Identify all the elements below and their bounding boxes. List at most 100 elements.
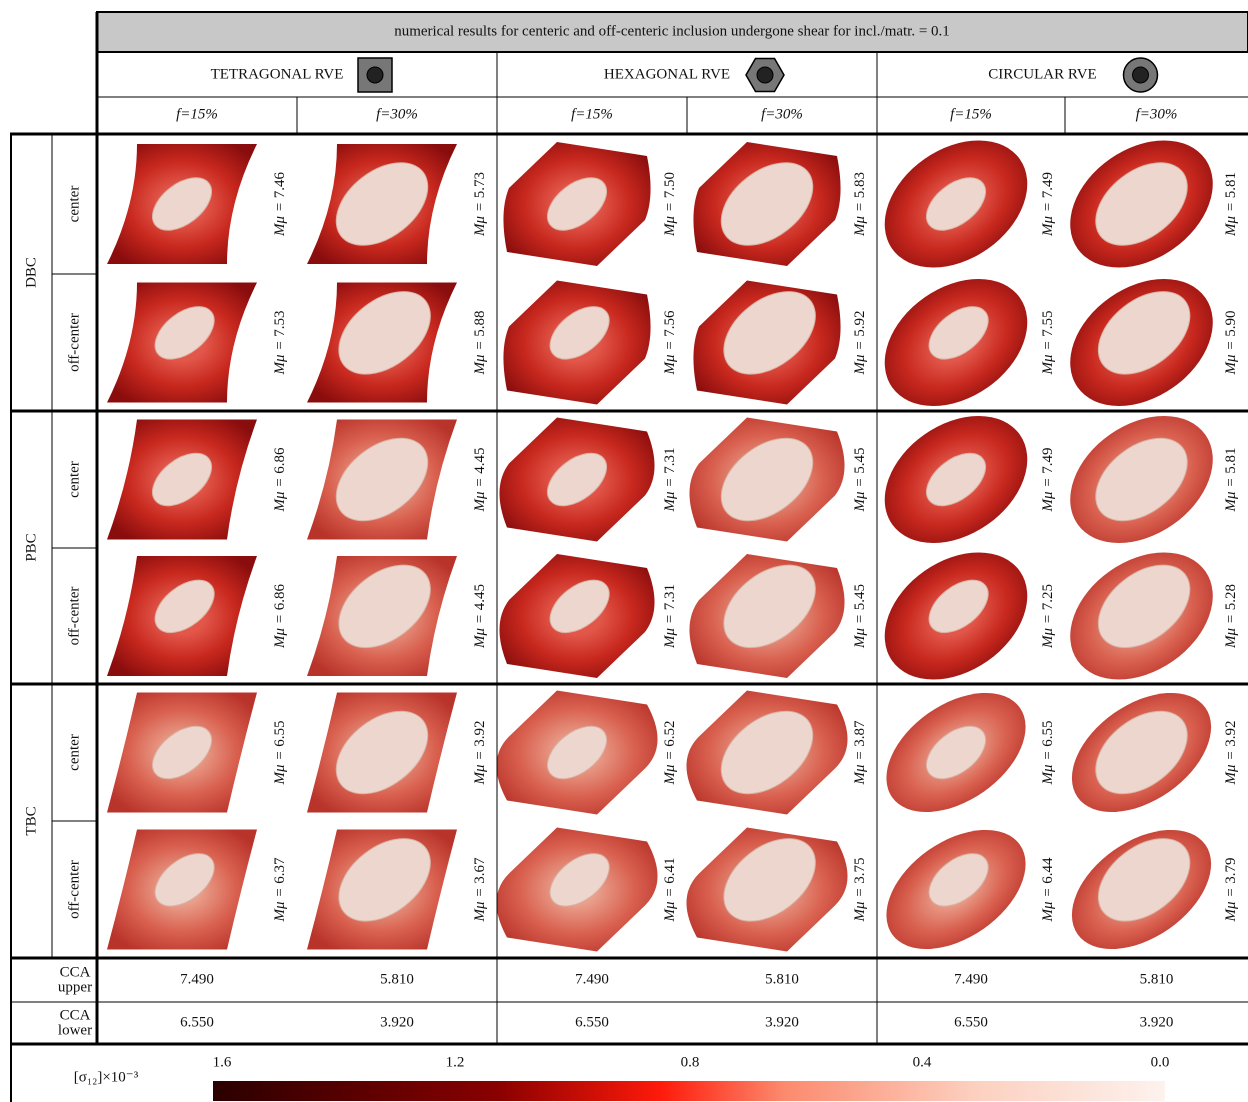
inclusion [338,838,431,922]
colorbar-tick: 1.2 [446,1054,465,1070]
rve-field [689,554,845,678]
mu-value: Mμ = 5.92 [852,311,868,376]
mu-prefix: Mμ = [852,474,868,513]
mu-number: 7.55 [1040,311,1056,337]
mu-prefix: Mμ = [1040,337,1056,376]
mu-value: Mμ = 5.88 [472,311,488,376]
mu-value: Mμ = 7.49 [1040,448,1056,513]
mu-number: 5.73 [472,172,488,198]
mu-number: 6.55 [272,721,288,747]
mu-value: Mμ = 3.75 [852,858,868,923]
mu-value: Mμ = 7.31 [662,448,678,513]
mu-value: Mμ = 7.31 [662,584,678,649]
mu-value: Mμ = 6.37 [272,857,288,922]
rve-field [693,142,841,266]
colorbar-tick: 0.8 [681,1054,700,1070]
mu-prefix: Mμ = [272,474,288,513]
rve-field [307,282,457,403]
icon-inclusion [366,66,384,84]
inclusion [928,579,989,634]
subcolumn-label: f=30% [1136,106,1178,122]
mu-prefix: Mμ = [1223,198,1239,237]
mu-value: Mμ = 7.25 [1040,584,1056,649]
mu-number: 5.45 [852,448,868,474]
rve-field [307,829,457,950]
subcolumn-label: f=15% [571,106,613,122]
inclusion [549,306,610,360]
subcolumn-label: f=15% [950,106,992,122]
rve-field [1070,279,1213,406]
inclusion [928,306,989,360]
group-label: HEXAGONAL RVE [604,66,730,82]
icon-inclusion [756,66,774,84]
mu-prefix: Mμ = [472,337,488,376]
mu-prefix: Mμ = [662,337,678,376]
rve-field [884,140,1028,268]
mu-prefix: Mμ = [272,884,288,923]
inclusion [154,853,215,907]
rve-field [307,556,457,676]
colorbar-tick: 0.0 [1151,1054,1170,1070]
row-label: center [66,734,82,771]
inclusion [335,710,429,795]
row-label: off-center [66,587,82,646]
mu-prefix: Mμ = [272,337,288,376]
inclusion [338,564,431,649]
inclusion [926,177,986,231]
mu-prefix: Mμ = [852,337,868,376]
mu-prefix: Mμ = [662,198,678,237]
bound-value: 3.920 [380,1014,414,1030]
rve-field [1070,140,1213,268]
mu-value: Mμ = 5.73 [472,172,488,237]
rve-field [1070,416,1213,543]
rve-field [496,690,658,815]
mu-number: 3.75 [852,858,868,884]
mu-value: Mμ = 3.79 [1223,858,1239,923]
mu-value: Mμ = 6.44 [1040,857,1056,922]
rve-field [884,416,1028,543]
mu-value: Mμ = 3.67 [472,857,488,922]
mu-number: 4.45 [472,448,488,474]
mu-prefix: Mμ = [472,198,488,237]
inclusion [549,853,610,907]
row-group-label: TBC [23,806,39,835]
mu-number: 7.49 [1040,448,1056,474]
inclusion [154,306,215,360]
rve-field [686,690,848,815]
mu-value: Mμ = 6.55 [1040,721,1056,786]
inclusion [1095,437,1188,522]
bound-value: 7.490 [180,971,214,987]
inclusion [1097,291,1191,375]
mu-prefix: Mμ = [472,747,488,786]
mu-value: Mμ = 6.86 [272,584,288,649]
bound-value: 6.550 [180,1014,214,1030]
mu-prefix: Mμ = [1223,337,1239,376]
rve-field [107,419,257,540]
mu-prefix: Mμ = [472,474,488,513]
bound-value: 6.550 [954,1014,988,1030]
colorbar-tick: 1.6 [213,1054,232,1070]
bound-value: 3.920 [1140,1014,1174,1030]
mu-number: 5.90 [1223,311,1239,337]
rve-field [1071,692,1212,813]
rve-field [886,692,1026,813]
inclusion [1095,162,1188,246]
inclusion [1097,564,1191,649]
rve-field [503,280,651,405]
inclusion [723,291,816,375]
subcolumn-label: f=30% [376,106,418,122]
mu-value: Mμ = 3.92 [472,721,488,786]
mu-number: 3.87 [852,720,868,747]
mu-prefix: Mμ = [662,747,678,786]
colorbar-label: [σ₁₂]×10⁻³ [74,1069,139,1085]
inclusion [154,579,215,634]
mu-number: 6.37 [272,857,288,884]
mu-prefix: Mμ = [1223,747,1239,786]
row-label: off-center [66,860,82,919]
mu-value: Mμ = 6.55 [272,721,288,786]
rve-field [1071,829,1212,950]
bound-sublabel: lower [58,1022,92,1038]
mu-value: Mμ = 4.45 [472,584,488,649]
mu-prefix: Mμ = [852,610,868,649]
